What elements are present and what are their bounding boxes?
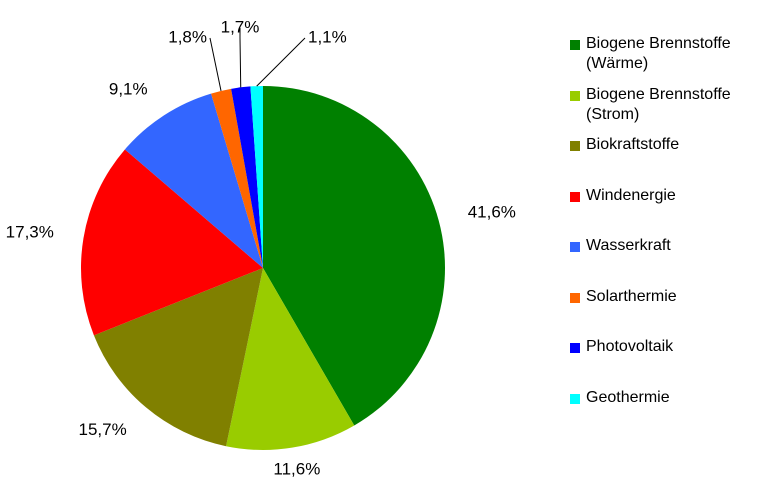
data-label: 17,3% [6, 223, 54, 242]
legend-swatch [570, 40, 580, 50]
data-label: 41,6% [468, 202, 516, 221]
legend-label: Biokraftstoffe [586, 136, 680, 153]
legend-item: Biogene Brennstoffe (Strom) [570, 85, 770, 136]
legend: Biogene Brennstoffe (Wärme) Biogene Brenn… [570, 34, 770, 438]
legend-swatch [570, 242, 580, 252]
legend-label: Geothermie [586, 388, 670, 406]
legend-label: Biogene Brennstoffe (Strom) [586, 85, 731, 123]
legend-label: Photovoltaik [586, 338, 674, 355]
legend-swatch [570, 393, 580, 404]
pie-slice [263, 86, 445, 426]
pie-slice [93, 268, 264, 447]
legend-label: Windenergie [586, 186, 676, 204]
legend-swatch [570, 191, 580, 202]
pie-slice [231, 86, 263, 268]
legend-swatch [570, 292, 580, 303]
pie-slice [250, 86, 263, 268]
legend-label: Solarthermie [586, 287, 677, 305]
pie-slice [124, 93, 263, 268]
pie-slice [211, 88, 263, 268]
data-label: 1,1% [308, 27, 347, 46]
legend-swatch [570, 90, 580, 101]
legend-item: Biokraftstoffe [570, 135, 770, 186]
leader-line [239, 28, 242, 88]
pie-slice [226, 268, 355, 450]
leader-line [209, 37, 222, 92]
pie-slice [80, 149, 263, 336]
data-label: 1,7% [221, 17, 260, 36]
pie-area: 41,6% 11,6% 15,7% 17,3% 9,1% 1,8% 1,7% 1,1% [6, 17, 516, 478]
legend-swatch [570, 343, 580, 353]
data-label: 11,6% [273, 459, 320, 478]
data-label: 9,1% [109, 80, 148, 99]
legend-item: Solarthermie [570, 287, 770, 338]
legend-label: Wasserkraft [586, 237, 671, 254]
legend-item: Wasserkraft [570, 236, 770, 287]
leader-line [256, 37, 306, 87]
legend-item: Geothermie [570, 388, 770, 439]
legend-item: Windenergie [570, 186, 770, 237]
data-label: 1,8% [168, 27, 207, 46]
data-label: 15,7% [79, 420, 127, 439]
legend-swatch [570, 141, 580, 151]
legend-item: Photovoltaik [570, 337, 770, 388]
legend-label: Biogene Brennstoffe (Wärme) [586, 35, 731, 72]
legend-item: Biogene Brennstoffe (Wärme) [570, 34, 770, 85]
